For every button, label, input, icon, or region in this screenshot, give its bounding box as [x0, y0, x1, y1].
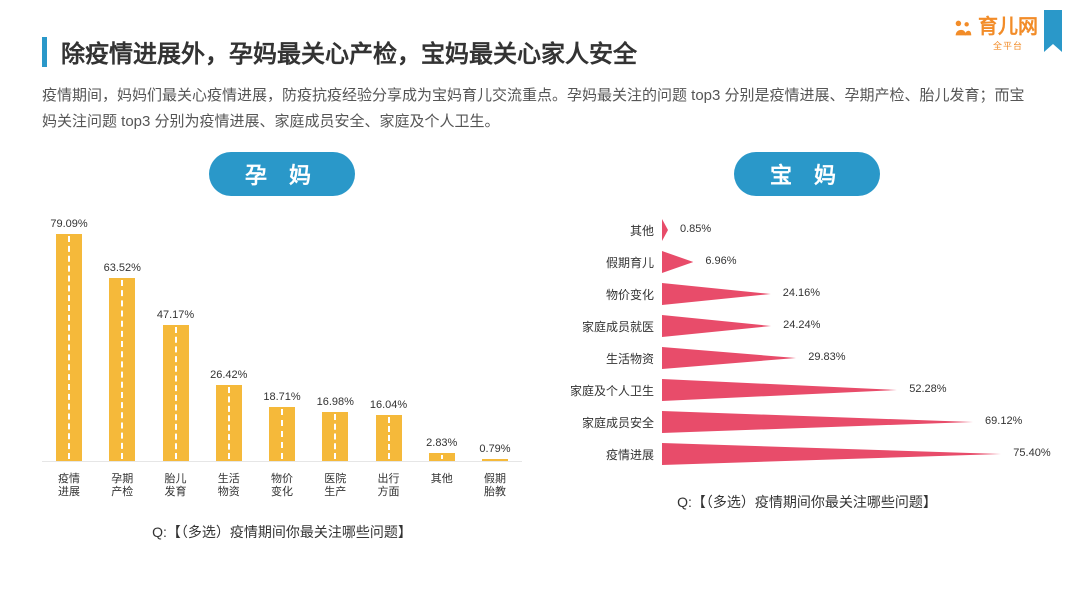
bar-plot-area: 79.09% 63.52% 47.17% 26.42% 18.71% 16.98% 16.0…: [42, 210, 522, 462]
cone-row: 物价变化 24.16%: [552, 278, 1062, 310]
ribbon-decoration: [1044, 10, 1062, 44]
bar-value-label: 47.17%: [157, 309, 194, 321]
right-question: Q:【（多选）疫情期间你最关注哪些问题】: [677, 492, 937, 512]
bar: [163, 325, 189, 461]
left-badge: 孕 妈: [209, 152, 355, 196]
left-column: 孕 妈 79.09% 63.52% 47.17% 26.42% 18.71% 16.98%…: [42, 152, 522, 542]
bar-item: 16.98%: [312, 396, 358, 461]
cone-value-label: 29.83%: [808, 351, 845, 363]
cone-shape: [662, 411, 973, 433]
cone-track: 52.28%: [662, 378, 1062, 402]
brand-name: 育儿网: [978, 16, 1038, 38]
cone-category-label: 其他: [552, 222, 662, 239]
cone-value-label: 0.85%: [680, 223, 711, 235]
cone-track: 24.24%: [662, 314, 1062, 338]
cone-track: 75.40%: [662, 442, 1062, 466]
bar-item: 47.17%: [153, 309, 199, 461]
cone-track: 24.16%: [662, 282, 1062, 306]
bar: [269, 407, 295, 461]
cone-shape: [662, 315, 771, 337]
cone-category-label: 疫情进展: [552, 446, 662, 463]
bar-category-label: 假期胎教: [472, 473, 518, 501]
brand-icon: [952, 17, 974, 45]
brand-sub: 全平台: [978, 39, 1038, 52]
bar-value-label: 16.98%: [317, 396, 354, 408]
bar: [376, 415, 402, 461]
cone-value-label: 75.40%: [1013, 447, 1050, 459]
bar-item: 79.09%: [46, 218, 92, 461]
bar-item: 26.42%: [206, 369, 252, 461]
page-subtitle: 疫情期间，妈妈们最关心疫情进展，防疫抗疫经验分享成为宝妈育儿交流重点。孕妈最关注…: [42, 83, 1038, 134]
bar-category-label: 其他: [419, 473, 465, 501]
cone-shape: [662, 251, 693, 273]
bar-value-label: 63.52%: [104, 262, 141, 274]
right-column: 宝 妈 其他 0.85% 假期育儿 6.96% 物价变化 24.16% 家庭成员就医 24.2…: [552, 152, 1062, 542]
bar-value-label: 18.71%: [263, 391, 300, 403]
left-question: Q:【（多选）疫情期间你最关注哪些问题】: [152, 522, 412, 542]
cone-row: 其他 0.85%: [552, 214, 1062, 246]
bar-item: 63.52%: [99, 262, 145, 461]
cone-value-label: 6.96%: [705, 255, 736, 267]
title-row: 除疫情进展外，孕妈最关心产检，宝妈最关心家人安全: [42, 34, 1038, 69]
cone-category-label: 家庭成员就医: [552, 318, 662, 335]
cone-chart: 其他 0.85% 假期育儿 6.96% 物价变化 24.16% 家庭成员就医 24.24% 生活…: [552, 214, 1062, 470]
bar-value-label: 0.79%: [479, 443, 510, 455]
cone-track: 69.12%: [662, 410, 1062, 434]
bar: [429, 453, 455, 461]
cone-category-label: 家庭及个人卫生: [552, 382, 662, 399]
cone-shape: [662, 347, 796, 369]
bar-item: 0.79%: [472, 443, 518, 461]
cone-row: 家庭及个人卫生 52.28%: [552, 374, 1062, 406]
slide: 育儿网 全平台 除疫情进展外，孕妈最关心产检，宝妈最关心家人安全 疫情期间，妈妈…: [0, 0, 1080, 608]
cone-category-label: 生活物资: [552, 350, 662, 367]
bar-item: 16.04%: [366, 399, 412, 461]
bar-item: 2.83%: [419, 437, 465, 461]
bar: [216, 385, 242, 461]
cone-shape: [662, 443, 1001, 465]
bar-value-label: 26.42%: [210, 369, 247, 381]
cone-shape: [662, 379, 897, 401]
right-badge: 宝 妈: [734, 152, 880, 196]
bar-value-label: 2.83%: [426, 437, 457, 449]
bar-value-label: 79.09%: [50, 218, 87, 230]
cone-category-label: 物价变化: [552, 286, 662, 303]
cone-track: 0.85%: [662, 218, 1062, 242]
bar: [322, 412, 348, 461]
title-accent-bar: [42, 37, 47, 67]
bar-category-label: 孕期产检: [99, 473, 145, 501]
cone-row: 生活物资 29.83%: [552, 342, 1062, 374]
bar-category-label: 医院生产: [312, 473, 358, 501]
brand-logo: 育儿网 全平台: [952, 10, 1038, 52]
bar-value-label: 16.04%: [370, 399, 407, 411]
bar-category-label: 疫情进展: [46, 473, 92, 501]
cone-row: 家庭成员就医 24.24%: [552, 310, 1062, 342]
cone-row: 假期育儿 6.96%: [552, 246, 1062, 278]
cone-track: 29.83%: [662, 346, 1062, 370]
cone-value-label: 24.16%: [783, 287, 820, 299]
bar-category-label: 物价变化: [259, 473, 305, 501]
bar: [56, 234, 82, 461]
cone-value-label: 52.28%: [909, 383, 946, 395]
cone-row: 疫情进展 75.40%: [552, 438, 1062, 470]
cone-value-label: 69.12%: [985, 415, 1022, 427]
cone-category-label: 家庭成员安全: [552, 414, 662, 431]
cone-value-label: 24.24%: [783, 319, 820, 331]
bar-category-label: 胎儿发育: [153, 473, 199, 501]
cone-track: 6.96%: [662, 250, 1062, 274]
bar: [109, 278, 135, 461]
bar-x-labels: 疫情进展孕期产检胎儿发育生活物资物价变化医院生产出行方面其他假期胎教: [42, 473, 522, 501]
bar-category-label: 生活物资: [206, 473, 252, 501]
charts-container: 孕 妈 79.09% 63.52% 47.17% 26.42% 18.71% 16.98%…: [42, 152, 1038, 542]
cone-row: 家庭成员安全 69.12%: [552, 406, 1062, 438]
cone-category-label: 假期育儿: [552, 254, 662, 271]
bar-category-label: 出行方面: [366, 473, 412, 501]
cone-shape: [662, 219, 668, 241]
page-title: 除疫情进展外，孕妈最关心产检，宝妈最关心家人安全: [61, 34, 637, 69]
bar-item: 18.71%: [259, 391, 305, 461]
cone-shape: [662, 283, 771, 305]
bar: [482, 459, 508, 461]
bar-chart: 79.09% 63.52% 47.17% 26.42% 18.71% 16.98% 16.0…: [42, 210, 522, 500]
